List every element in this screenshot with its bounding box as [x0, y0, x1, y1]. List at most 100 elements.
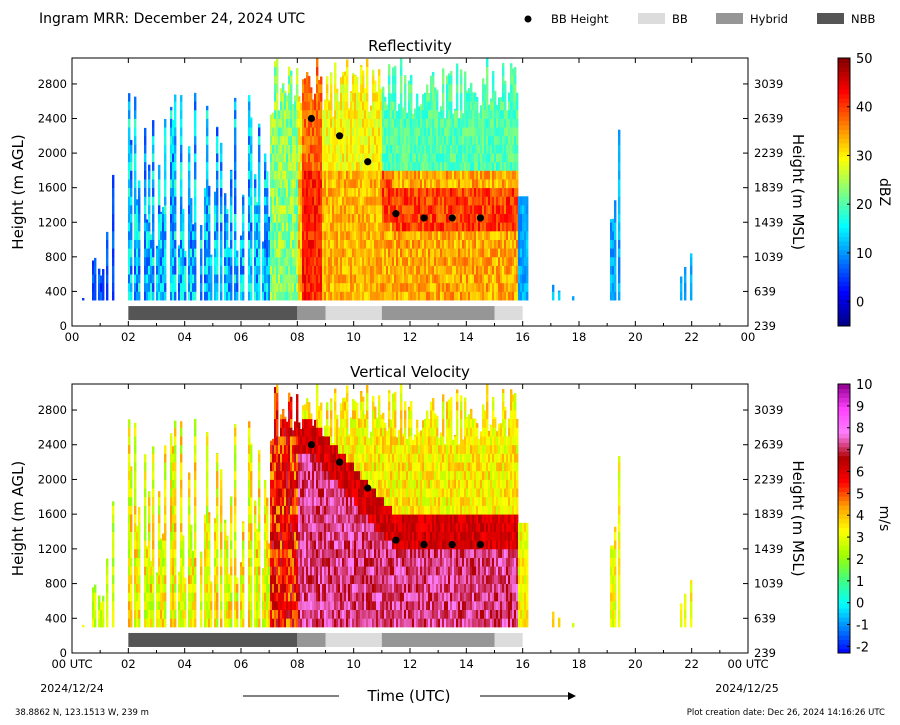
heatmap-cell	[392, 75, 395, 85]
heatmap-cell	[466, 248, 469, 258]
heatmap-cell	[248, 204, 251, 215]
heatmap-cell	[128, 153, 131, 163]
heatmap-cell	[152, 187, 155, 197]
heatmap-cell	[170, 109, 173, 119]
heatmap-cell	[452, 127, 455, 137]
heatmap-column	[236, 250, 239, 301]
heatmap-cell	[192, 592, 195, 602]
heatmap-cell	[492, 135, 495, 145]
heatmap-cell	[618, 187, 621, 197]
heatmap-cell	[248, 291, 251, 301]
heatmap-cell	[510, 109, 513, 119]
heatmap-cell	[340, 196, 343, 206]
heatmap-cell	[272, 196, 275, 206]
heatmap-cell	[206, 222, 209, 232]
heatmap-cell	[326, 127, 329, 137]
heatmap-cell	[358, 101, 361, 111]
heatmap-cell	[352, 187, 355, 197]
heatmap-cell	[496, 127, 499, 137]
heatmap-cell	[380, 118, 383, 128]
heatmap-cell	[378, 230, 381, 240]
heatmap-cell	[230, 187, 233, 197]
heatmap-cell	[302, 127, 305, 137]
heatmap-cell	[220, 204, 223, 215]
heatmap-cell	[356, 135, 359, 145]
heatmap-cell	[136, 557, 139, 567]
heatmap-cell	[496, 230, 499, 240]
heatmap-cell	[480, 187, 483, 197]
heatmap-cell	[180, 609, 183, 619]
heatmap-cell	[174, 470, 177, 480]
heatmap-cell	[330, 179, 333, 189]
heatmap-cell	[464, 256, 467, 266]
heatmap-cell	[474, 135, 477, 145]
y2-tick-label: 1839	[754, 181, 783, 195]
heatmap-cell	[424, 282, 427, 292]
heatmap-cell	[210, 282, 213, 292]
heatmap-cell	[442, 92, 445, 102]
legend: BB Height BB Hybrid NBB	[524, 12, 875, 26]
heatmap-cell	[472, 274, 475, 284]
heatmap-cell	[160, 291, 163, 301]
heatmap-column	[264, 153, 267, 301]
heatmap-cell	[178, 618, 181, 628]
heatmap-cell	[308, 179, 311, 189]
heatmap-cell	[394, 127, 397, 137]
heatmap-cell	[190, 213, 193, 223]
heatmap-cell	[506, 127, 509, 137]
heatmap-cell	[432, 101, 435, 111]
heatmap-cell	[264, 196, 267, 206]
heatmap-cell	[360, 213, 363, 223]
heatmap-column	[508, 92, 511, 301]
heatmap-cell	[380, 248, 383, 258]
heatmap-cell	[394, 92, 397, 102]
heatmap-cell	[340, 153, 343, 163]
heatmap-cell	[426, 239, 429, 249]
heatmap-cell	[208, 222, 211, 232]
heatmap-cell	[488, 153, 491, 163]
heatmap-cell	[388, 239, 391, 249]
heatmap-cell	[190, 230, 193, 240]
heatmap-cell	[276, 248, 279, 258]
bb-height-point	[392, 210, 400, 218]
heatmap-cell	[398, 179, 401, 189]
heatmap-cell	[470, 282, 473, 292]
heatmap-cell	[400, 239, 403, 249]
heatmap-cell	[174, 514, 177, 524]
heatmap-cell	[242, 274, 245, 284]
heatmap-cell	[482, 230, 485, 240]
heatmap-cell	[504, 239, 507, 249]
heatmap-cell	[472, 204, 475, 215]
heatmap-cell	[432, 187, 435, 197]
heatmap-cell	[334, 196, 337, 206]
y-tick-label: 2800	[38, 77, 67, 91]
heatmap-cell	[188, 153, 191, 163]
heatmap-cell	[408, 118, 411, 128]
heatmap-cell	[388, 92, 391, 102]
heatmap-cell	[398, 103, 401, 111]
heatmap-cell	[274, 248, 277, 258]
heatmap-cell	[292, 109, 295, 119]
heatmap-cell	[506, 222, 509, 232]
heatmap-cell	[394, 135, 397, 145]
heatmap-column	[172, 119, 175, 301]
heatmap-cell	[430, 213, 433, 223]
colorbar-segment	[838, 93, 850, 99]
heatmap-cell	[424, 230, 427, 240]
heatmap-cell	[304, 161, 307, 171]
heatmap-cell	[302, 213, 305, 223]
heatmap-cell	[318, 256, 321, 266]
heatmap-cell	[402, 144, 405, 154]
heatmap-cell	[192, 600, 195, 611]
heatmap-cell	[112, 265, 115, 275]
heatmap-cell	[334, 274, 337, 284]
heatmap-cell	[328, 291, 331, 301]
heatmap-column	[488, 104, 491, 301]
colorbar-segment	[838, 80, 850, 86]
heatmap-cell	[240, 239, 243, 249]
bb-type-hybrid	[381, 306, 495, 321]
heatmap-cell	[330, 239, 333, 249]
heatmap-cell	[466, 161, 469, 171]
heatmap-cell	[470, 265, 473, 275]
heatmap-cell	[388, 179, 391, 189]
